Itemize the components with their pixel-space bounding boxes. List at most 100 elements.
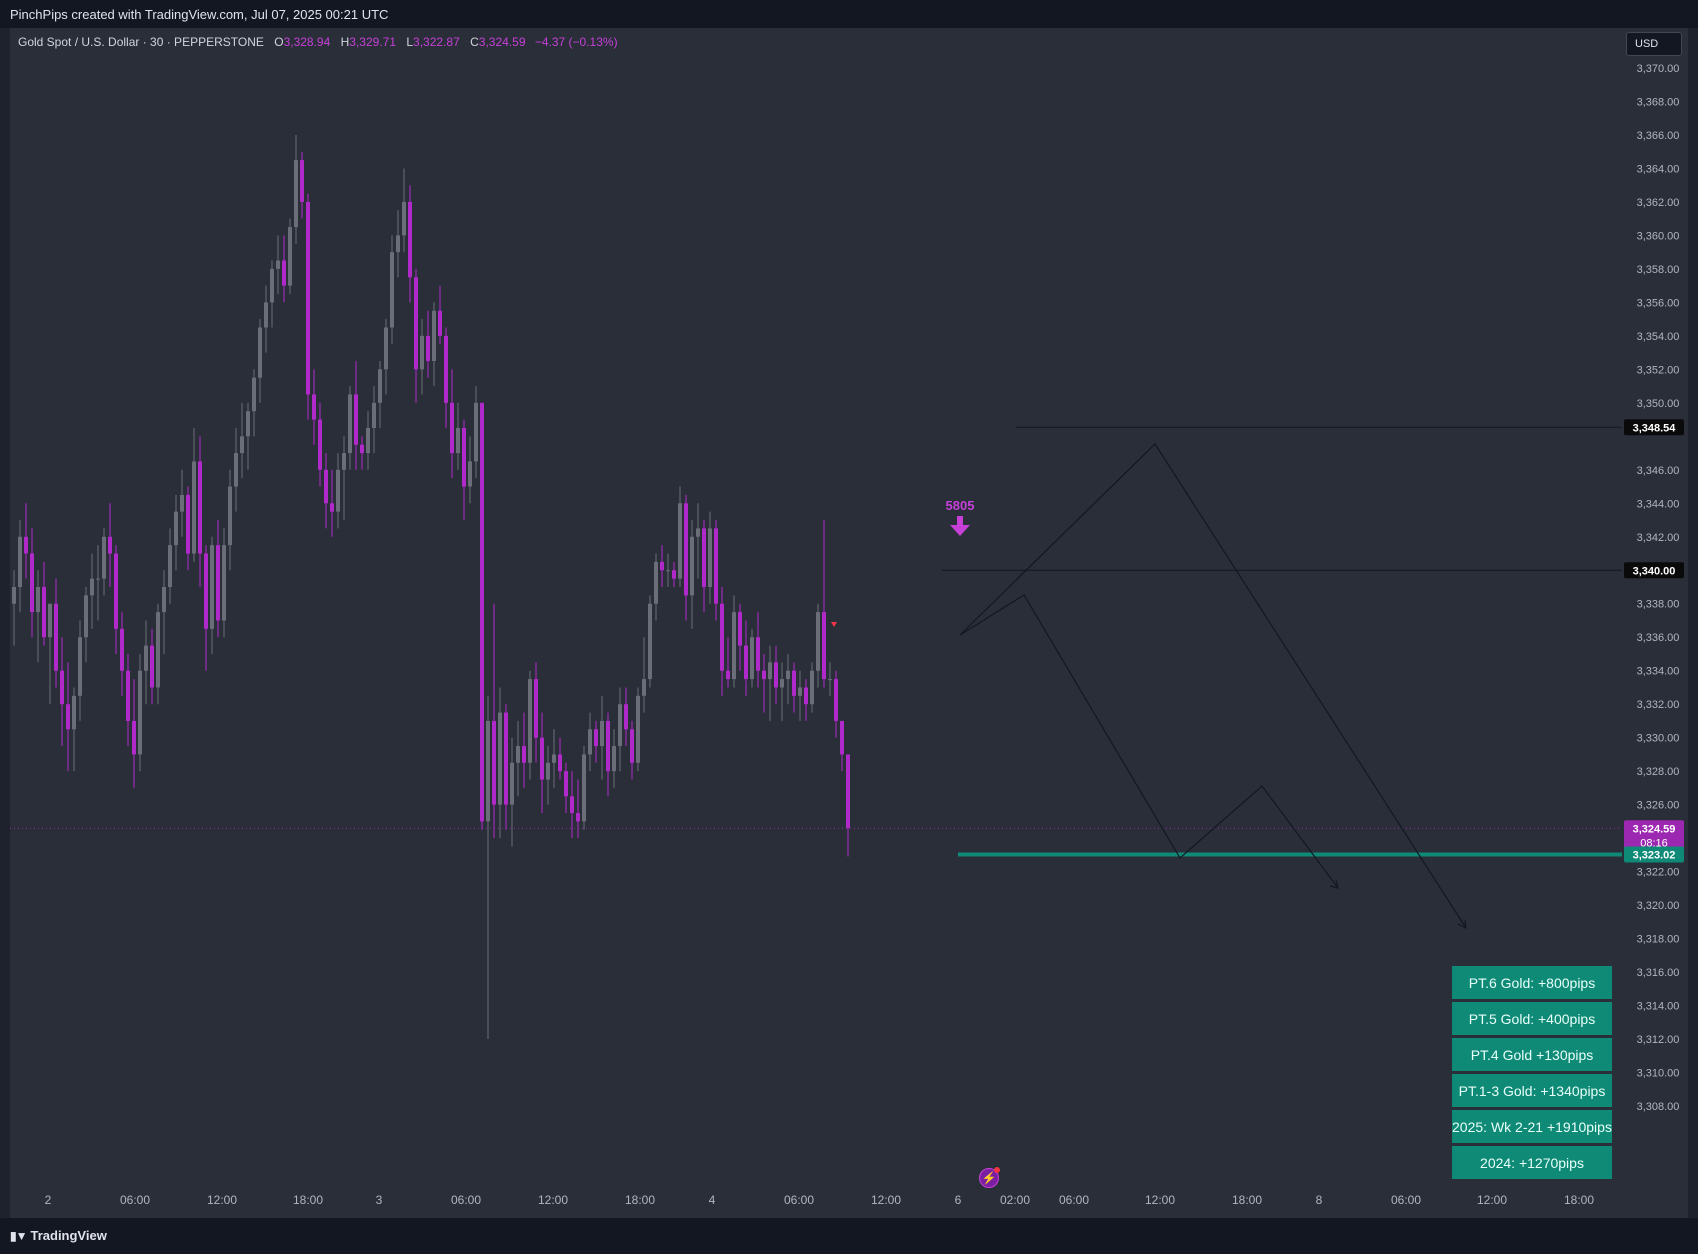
candle-body [216, 545, 220, 621]
time-axis[interactable]: 2 06:00 12:00 18:00 3 06:00 12:00 18:00 4 06:00 12… [45, 1193, 1595, 1207]
candle-body [846, 754, 850, 829]
currency-selector[interactable]: USD [1626, 32, 1682, 56]
time-tick-label: 12:00 [871, 1193, 901, 1207]
low-label: L [406, 35, 414, 49]
candle-body [42, 587, 46, 638]
arrow-down-icon [950, 525, 970, 536]
candle-body [180, 494, 184, 512]
candle-body [108, 536, 112, 554]
projection-leg [959, 594, 1339, 889]
candle-body [738, 612, 742, 646]
price-tick-label: 3,370.00 [1637, 63, 1680, 75]
time-tick-label: 02:00 [1000, 1193, 1030, 1207]
candle-body [636, 695, 640, 763]
projection-path[interactable] [959, 443, 1467, 930]
stats-panel: PT.6 Gold: +800pips PT.5 Gold: +400pips … [1452, 966, 1612, 1182]
candle-body [426, 335, 430, 361]
candle-body [246, 411, 250, 437]
candle-body [840, 720, 844, 755]
signal-triangle-icon [831, 622, 837, 627]
time-tick-label: 12:00 [538, 1193, 568, 1207]
candle-body [24, 536, 28, 554]
candle-body [240, 436, 244, 454]
candle-body [132, 720, 136, 755]
brand-name: TradingView [30, 1228, 107, 1243]
stat-pt4: PT.4 Gold +130pips [1452, 1038, 1612, 1071]
price-axis[interactable]: 3,370.00 3,368.00 3,366.00 3,364.00 3,362.00… [1637, 63, 1680, 1113]
candle-body [18, 536, 22, 587]
candle-body [354, 394, 358, 445]
time-tick-label: 18:00 [293, 1193, 323, 1207]
price-marker-label: 3,323.02 [1633, 850, 1676, 862]
time-tick-label: 06:00 [784, 1193, 814, 1207]
candle-body [126, 670, 130, 721]
candle-body [306, 201, 310, 395]
price-tick-label: 3,310.00 [1637, 1068, 1680, 1080]
price-tick-label: 3,328.00 [1637, 766, 1680, 778]
candle-body [84, 595, 88, 638]
symbol-name: Gold Spot / U.S. Dollar · 30 · PEPPERSTO… [18, 35, 264, 49]
stat-pt6: PT.6 Gold: +800pips [1452, 966, 1612, 999]
candle-body [666, 570, 670, 572]
candle-body [348, 394, 352, 454]
candle-body [252, 377, 256, 412]
candle-body [408, 201, 412, 278]
price-tick-label: 3,322.00 [1637, 867, 1680, 879]
candle-body [264, 302, 268, 328]
open-label: O [274, 35, 284, 49]
candle-body [312, 394, 316, 420]
candle-body [480, 402, 484, 822]
candle-body [210, 545, 214, 629]
candle-body [822, 612, 826, 680]
bottom-bar [0, 1218, 1698, 1254]
price-tick-label: 3,336.00 [1637, 632, 1680, 644]
price-tick-label: 3,332.00 [1637, 699, 1680, 711]
price-chart[interactable]: 5805 3,370.003,368.003,366.003,364.003,3… [10, 28, 1688, 1218]
candle-body [342, 453, 346, 470]
candle-body [420, 335, 424, 370]
candle-body [432, 310, 436, 361]
price-tick-label: 3,334.00 [1637, 666, 1680, 678]
time-tick-label: 06:00 [1059, 1193, 1089, 1207]
candle-body [684, 503, 688, 596]
chart-attribution: PinchPips created with TradingView.com, … [10, 7, 389, 22]
candle-body [222, 545, 226, 621]
candle-body [648, 603, 652, 680]
candle-body [504, 712, 508, 805]
candle-body [162, 587, 166, 613]
price-tick-label: 3,308.00 [1637, 1101, 1680, 1113]
symbol-legend[interactable]: Gold Spot / U.S. Dollar · 30 · PEPPERSTO… [18, 35, 618, 49]
candle-body [540, 737, 544, 780]
candle-body [462, 427, 466, 487]
time-tick-label: 4 [709, 1193, 716, 1207]
candle-body [804, 687, 808, 705]
tv-logo-icon: ▮▼ [10, 1228, 28, 1243]
price-axis-markers: 3,348.54 3,340.00 3,324.59 08:163,323.02 [1624, 419, 1684, 863]
stat-2024: 2024: +1270pips [1452, 1146, 1612, 1179]
candle-body [396, 235, 400, 253]
annotation-marker: 5805 [831, 498, 974, 627]
candle-body [228, 486, 232, 546]
candle-body [36, 587, 40, 613]
price-marker-label: 3,324.59 [1633, 823, 1676, 835]
candle-body [588, 729, 592, 755]
price-tick-label: 3,368.00 [1637, 96, 1680, 108]
lightning-alert-icon[interactable]: ⚡ [979, 1167, 1000, 1188]
candle-body [828, 679, 832, 681]
candle-body [198, 461, 202, 554]
time-tick-label: 18:00 [1232, 1193, 1262, 1207]
candle-body [96, 578, 100, 580]
candle-body [492, 720, 496, 805]
chart-pane[interactable]: 5805 3,370.00 3,368.00 3,366.00 3,364.00 3,3… [10, 28, 1688, 1218]
candle-body [510, 762, 514, 805]
top-bar: PinchPips created with TradingView.com, … [0, 0, 1698, 28]
candle-body [90, 578, 94, 596]
price-marker [1624, 820, 1684, 851]
tradingview-logo[interactable]: ▮▼ TradingView [10, 1228, 107, 1243]
candle-body [138, 670, 142, 755]
close-value: 3,324.59 [478, 35, 526, 49]
price-tick-label: 3,356.00 [1637, 297, 1680, 309]
price-tick-label: 3,338.00 [1637, 599, 1680, 611]
candle-body [768, 662, 772, 680]
candle-body [270, 268, 274, 303]
